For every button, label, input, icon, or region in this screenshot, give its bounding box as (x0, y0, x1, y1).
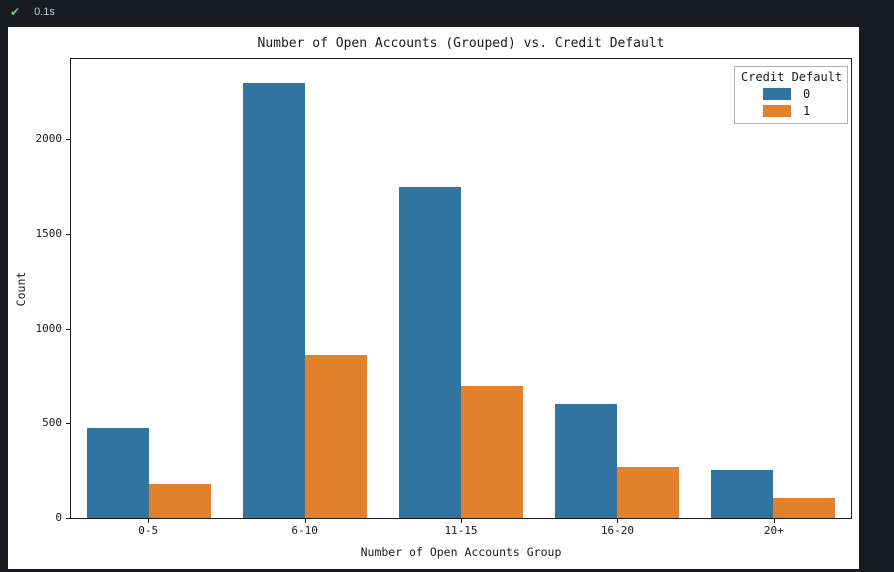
legend-label: 1 (803, 104, 811, 118)
legend-label: 0 (803, 87, 811, 101)
chart-figure: Number of Open Accounts (Grouped) vs. Cr… (8, 27, 859, 569)
plot-area: Credit Default 0 1 (70, 58, 852, 519)
y-tick-mark (66, 328, 70, 330)
x-tick-label-16-20: 16-20 (600, 524, 634, 537)
legend-swatch-icon (763, 88, 791, 100)
legend-swatch-icon (763, 105, 791, 117)
y-tick-label: 1000 (35, 321, 63, 335)
legend-row-0: 0 (741, 87, 841, 101)
bar-16-20-hue-0 (555, 404, 617, 518)
bar-group-20+ (695, 59, 851, 518)
legend: Credit Default 0 1 (734, 66, 848, 124)
chart-title: Number of Open Accounts (Grouped) vs. Cr… (257, 36, 665, 51)
bar-11-15-hue-0 (399, 186, 461, 518)
y-tick-mark (66, 139, 70, 141)
y-tick-label: 1500 (35, 227, 63, 241)
legend-row-1: 1 (741, 104, 841, 118)
y-tick-label: 0 (55, 511, 62, 524)
x-tick-mark (304, 519, 306, 523)
y-tick-mark (66, 518, 70, 519)
x-tick-mark (617, 519, 619, 523)
bar-group-11-15 (383, 59, 539, 518)
y-tick-label: 500 (42, 416, 62, 430)
y-tick-mark (66, 234, 70, 236)
bar-20+-hue-1 (773, 498, 835, 518)
x-tick-mark (148, 519, 150, 523)
legend-title: Credit Default (741, 70, 843, 84)
x-axis-label: Number of Open Accounts Group (360, 545, 562, 559)
x-tick-label-11-15: 11-15 (444, 524, 478, 537)
y-tick-label: 2000 (35, 132, 63, 146)
bar-0-5-hue-1 (149, 483, 211, 518)
x-tick-label-6-10: 6-10 (291, 524, 318, 537)
bar-group-6-10 (227, 59, 383, 518)
x-tick-label-20+: 20+ (763, 524, 784, 537)
bar-6-10-hue-1 (305, 355, 367, 518)
bar-16-20-hue-1 (617, 466, 679, 518)
bar-group-16-20 (539, 59, 695, 518)
success-check-icon: ✔ (10, 5, 21, 19)
x-tick-mark (773, 519, 775, 523)
bar-0-5-hue-0 (87, 428, 149, 518)
bar-6-10-hue-0 (243, 82, 305, 518)
bar-20+-hue-0 (711, 469, 773, 518)
execution-duration: 0.1s (34, 6, 55, 18)
bar-group-0-5 (71, 59, 227, 518)
x-tick-label-0-5: 0-5 (138, 524, 159, 537)
x-tick-mark (461, 519, 462, 523)
cell-status: ✔ 0.1s (10, 3, 55, 21)
y-tick-mark (66, 423, 70, 425)
bar-11-15-hue-1 (461, 385, 523, 518)
